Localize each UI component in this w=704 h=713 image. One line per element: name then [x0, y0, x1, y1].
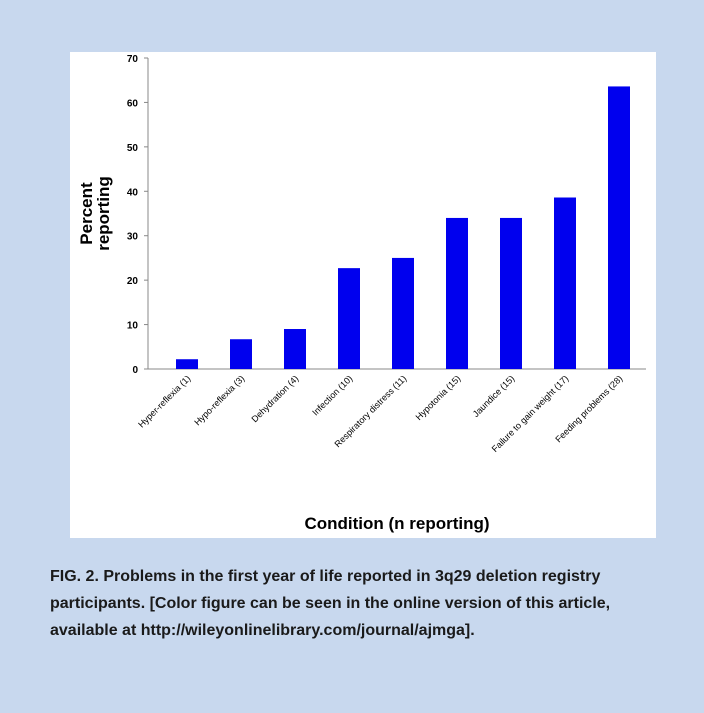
y-tick-label: 10	[127, 321, 139, 332]
y-axis-title-line: Percent	[77, 182, 96, 245]
y-axis-title-line: reporting	[94, 176, 113, 251]
bar	[554, 197, 576, 369]
bar	[338, 268, 360, 369]
bar	[500, 217, 522, 369]
x-axis-title: Condition (n reporting)	[304, 514, 489, 533]
y-tick-label: 0	[132, 365, 138, 376]
bar	[284, 329, 306, 369]
y-tick-label: 40	[127, 187, 139, 198]
bar	[446, 217, 468, 369]
y-tick-label: 70	[127, 54, 139, 65]
figure-caption: FIG. 2. Problems in the first year of li…	[50, 568, 611, 639]
bar	[230, 339, 252, 369]
y-axis-title: Percentreporting	[77, 176, 113, 251]
chart: 0 10 20 30 40 50 60 70 Percentreporting Condition…	[70, 52, 656, 538]
y-tick-label: 50	[127, 143, 139, 154]
bar	[392, 257, 414, 369]
y-tick-label: 20	[127, 276, 139, 287]
y-tick-label: 30	[127, 232, 139, 243]
bar	[176, 359, 198, 369]
bar	[608, 86, 630, 370]
y-tick-label: 60	[127, 98, 139, 109]
